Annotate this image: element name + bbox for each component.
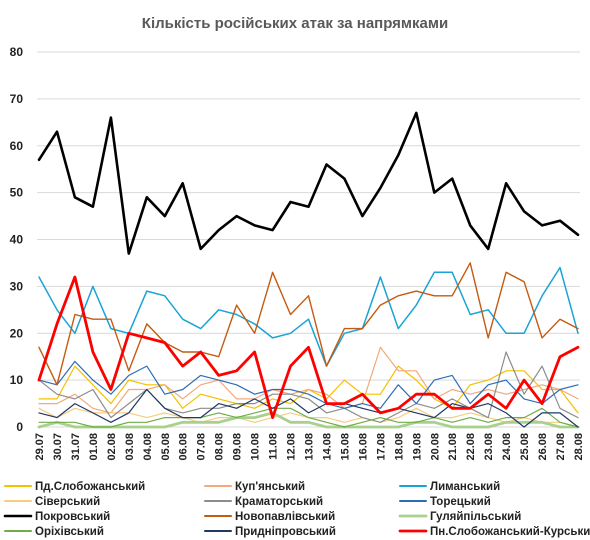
y-tick-label: 80 bbox=[10, 45, 24, 59]
legend-label: Лиманський bbox=[430, 481, 500, 493]
legend: Пд.Слобожанський Куп'янський Лиманський Сів… bbox=[3, 481, 590, 538]
x-tick-label: 27.08 bbox=[555, 433, 567, 461]
x-tick-label: 02.08 bbox=[106, 433, 118, 461]
y-tick-label: 70 bbox=[10, 92, 24, 106]
x-tick-label: 29.07 bbox=[34, 433, 46, 461]
x-tick-label: 07.08 bbox=[196, 433, 208, 461]
legend-label: Пн.Слобожанський-Курський bbox=[430, 526, 590, 538]
x-tick-label: 19.08 bbox=[411, 433, 423, 461]
y-tick-label: 60 bbox=[10, 139, 24, 153]
legend-label: Гуляйпільський bbox=[430, 511, 521, 523]
series-line-2 bbox=[38, 346, 579, 414]
x-tick-label: 10.08 bbox=[250, 433, 262, 461]
y-tick-label: 20 bbox=[10, 326, 24, 340]
x-tick-label: 13.08 bbox=[304, 433, 316, 461]
x-tick-label: 05.08 bbox=[160, 433, 172, 461]
y-axis-ticks: 0 10 20 30 40 50 60 70 80 bbox=[10, 45, 24, 434]
legend-label: Сіверський bbox=[35, 496, 100, 508]
y-tick-label: 10 bbox=[10, 373, 24, 387]
y-tick-label: 0 bbox=[16, 420, 23, 434]
x-tick-label: 03.08 bbox=[124, 433, 136, 461]
x-tick-label: 20.08 bbox=[429, 433, 441, 461]
x-tick-label: 28.08 bbox=[573, 433, 585, 461]
legend-label: Краматорський bbox=[235, 496, 323, 508]
x-tick-label: 18.08 bbox=[393, 433, 405, 461]
x-tick-label: 04.08 bbox=[142, 433, 154, 461]
series-line-6 bbox=[38, 360, 579, 409]
x-tick-label: 14.08 bbox=[321, 433, 333, 461]
series-line-11 bbox=[38, 388, 579, 428]
y-tick-label: 30 bbox=[10, 279, 24, 293]
series-lines bbox=[37, 111, 580, 429]
series-line-8 bbox=[38, 262, 579, 386]
x-tick-label: 16.08 bbox=[357, 433, 369, 461]
x-tick-label: 24.08 bbox=[501, 433, 513, 461]
x-tick-label: 22.08 bbox=[465, 433, 477, 461]
legend-label: Покровський bbox=[35, 511, 110, 523]
x-tick-label: 26.08 bbox=[537, 433, 549, 461]
legend-label: Оріхівський bbox=[35, 526, 104, 538]
series-line-7 bbox=[37, 111, 580, 255]
x-tick-label: 25.08 bbox=[519, 433, 531, 461]
series-line-10 bbox=[38, 407, 579, 428]
legend-label: Торецький bbox=[430, 496, 491, 508]
x-axis-ticks: 29.07 30.07 31.07 01.08 02.08 03.08 04.08 05.08… bbox=[34, 433, 585, 461]
x-tick-label: 08.08 bbox=[214, 433, 226, 461]
x-tick-label: 21.08 bbox=[447, 433, 459, 461]
x-tick-label: 12.08 bbox=[286, 433, 298, 461]
series-line-12 bbox=[37, 275, 580, 420]
chart-title: Кількість російських атак за напрямками bbox=[142, 15, 448, 32]
x-tick-label: 31.07 bbox=[70, 433, 82, 461]
x-tick-label: 30.07 bbox=[52, 433, 64, 461]
grid bbox=[37, 51, 580, 428]
series-line-5 bbox=[38, 351, 579, 423]
series-line-9 bbox=[37, 411, 580, 429]
y-tick-label: 40 bbox=[10, 233, 24, 247]
legend-label: Пд.Слобожанський bbox=[35, 481, 145, 493]
y-tick-label: 50 bbox=[10, 186, 24, 200]
legend-label: Новопавлівський bbox=[235, 511, 335, 523]
legend-label: Куп'янський bbox=[235, 481, 305, 493]
x-tick-label: 11.08 bbox=[268, 433, 280, 460]
x-tick-label: 01.08 bbox=[88, 433, 100, 461]
x-tick-label: 06.08 bbox=[178, 433, 190, 461]
x-tick-label: 23.08 bbox=[483, 433, 495, 461]
x-tick-label: 15.08 bbox=[339, 433, 351, 461]
x-tick-label: 17.08 bbox=[375, 433, 387, 461]
legend-label: Придніпровський bbox=[235, 526, 336, 538]
x-tick-label: 09.08 bbox=[232, 433, 244, 461]
